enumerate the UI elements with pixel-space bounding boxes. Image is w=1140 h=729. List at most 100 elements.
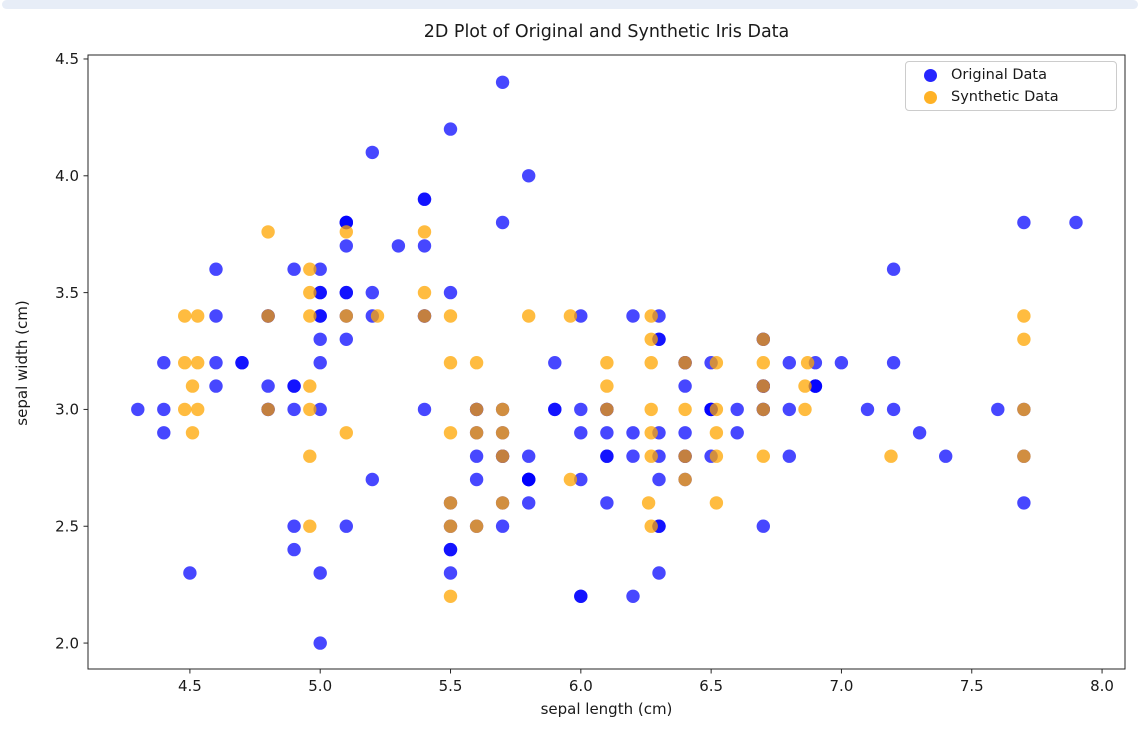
data-point-original (548, 402, 562, 417)
data-point-original (313, 566, 327, 580)
data-point-original (313, 285, 327, 300)
data-point-original (157, 402, 171, 417)
data-point-synthetic (600, 402, 614, 417)
data-point-original (522, 449, 536, 463)
data-point-synthetic (709, 356, 724, 370)
data-point-original (574, 589, 588, 603)
data-point-original (756, 519, 770, 533)
data-point-original (209, 309, 223, 323)
data-point-original (1017, 215, 1031, 230)
data-point-original (626, 449, 640, 463)
y-tick-label: 3.5 (55, 284, 79, 302)
data-point-synthetic (303, 519, 317, 533)
legend-label-synthetic: Synthetic Data (951, 89, 1059, 105)
data-point-synthetic (178, 309, 192, 323)
data-point-original (939, 449, 953, 463)
data-point-synthetic (800, 356, 815, 370)
data-point-original (469, 449, 484, 463)
data-point-synthetic (261, 225, 275, 239)
data-point-original (626, 426, 640, 440)
data-point-original (782, 402, 796, 417)
data-point-original (782, 356, 796, 370)
data-point-original (469, 472, 484, 487)
data-point-synthetic (443, 426, 458, 440)
data-point-original (365, 472, 379, 487)
data-point-original (417, 402, 432, 417)
data-point-synthetic (756, 449, 770, 463)
legend-label-original: Original Data (951, 67, 1047, 83)
data-point-synthetic (469, 426, 484, 440)
data-point-synthetic (495, 496, 510, 510)
data-point-synthetic (417, 225, 432, 239)
y-tick-label: 3.0 (55, 401, 79, 419)
original-data-marker-icon (924, 68, 937, 82)
data-point-original (1069, 215, 1083, 230)
data-point-synthetic (563, 472, 578, 487)
data-point-original (391, 239, 406, 253)
data-point-synthetic (678, 449, 692, 463)
data-point-original (339, 285, 353, 300)
data-point-original (287, 402, 301, 417)
x-tick-label: 7.5 (960, 677, 984, 695)
data-point-original (600, 496, 614, 510)
data-point-original (339, 239, 353, 253)
data-point-synthetic (495, 426, 510, 440)
data-point-original (886, 402, 901, 417)
data-point-synthetic (178, 356, 192, 370)
data-point-original (157, 426, 171, 440)
data-point-original (443, 122, 458, 136)
data-point-original (678, 426, 692, 440)
legend-item-original: Original Data (924, 66, 1106, 84)
data-point-synthetic (303, 262, 317, 276)
data-point-synthetic (709, 426, 724, 440)
data-point-original (574, 309, 588, 323)
data-point-synthetic (469, 356, 484, 370)
data-point-original (574, 426, 588, 440)
x-tick-label: 5.0 (308, 677, 332, 695)
data-point-original (522, 169, 536, 183)
data-point-original (339, 332, 353, 346)
data-point-synthetic (756, 402, 770, 417)
data-point-synthetic (709, 449, 724, 463)
y-axis-label: sepal width (cm) (13, 300, 31, 426)
data-point-original (417, 192, 432, 206)
data-point-original (209, 379, 223, 393)
data-point-synthetic (495, 402, 510, 417)
data-point-synthetic (370, 309, 385, 323)
data-point-synthetic (1017, 402, 1031, 417)
data-point-original (417, 239, 432, 253)
data-point-original (287, 262, 301, 276)
data-point-original (495, 519, 510, 533)
data-point-original (495, 75, 510, 90)
y-tick-label: 2.0 (55, 634, 79, 652)
data-point-synthetic (644, 426, 658, 440)
data-point-synthetic (600, 379, 614, 393)
data-point-synthetic (644, 356, 658, 370)
data-point-synthetic (644, 332, 658, 346)
legend-item-synthetic: Synthetic Data (924, 88, 1106, 106)
data-point-synthetic (798, 402, 812, 417)
data-point-synthetic (600, 356, 614, 370)
data-point-original (131, 402, 145, 417)
data-point-synthetic (191, 356, 205, 370)
data-point-synthetic (709, 402, 724, 417)
data-point-original (443, 566, 458, 580)
data-point-original (834, 356, 849, 370)
data-point-original (626, 309, 640, 323)
data-point-synthetic (1017, 332, 1031, 346)
data-point-original (1017, 496, 1031, 510)
legend: Original Data Synthetic Data (905, 61, 1117, 111)
data-point-original (574, 402, 588, 417)
y-tick-label: 2.5 (55, 517, 79, 535)
data-point-original (287, 379, 301, 393)
data-point-original (522, 496, 536, 510)
data-point-synthetic (417, 285, 432, 300)
data-point-synthetic (261, 309, 275, 323)
data-point-synthetic (644, 309, 658, 323)
data-point-synthetic (303, 449, 317, 463)
chart-title: 2D Plot of Original and Synthetic Iris D… (423, 22, 790, 42)
data-point-synthetic (303, 309, 317, 323)
data-point-synthetic (443, 356, 458, 370)
x-tick-label: 6.0 (569, 677, 593, 695)
